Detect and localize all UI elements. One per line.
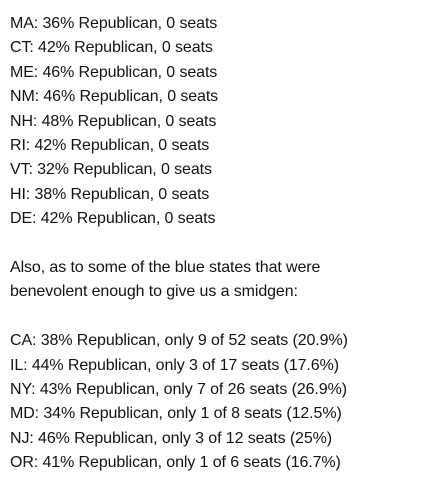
state-line-nh: NH: 48% Republican, 0 seats <box>10 112 217 130</box>
post-body: MA: 36% Republican, 0 seats CT: 42% Repu… <box>10 15 421 472</box>
state-line-il: IL: 44% Republican, only 3 of 17 seats (… <box>10 356 339 374</box>
state-line-ri: RI: 42% Republican, 0 seats <box>10 137 210 155</box>
state-line-me: ME: 46% Republican, 0 seats <box>10 63 218 81</box>
state-line-ny: NY: 43% Republican, only 7 of 26 seats (… <box>10 381 347 399</box>
state-line-nj: NJ: 46% Republican, only 3 of 12 seats (… <box>10 429 332 447</box>
state-line-md: MD: 34% Republican, only 1 of 8 seats (1… <box>10 405 342 423</box>
state-line-ma: MA: 36% Republican, 0 seats <box>10 15 218 32</box>
paragraph-gap <box>10 232 421 256</box>
state-line-ca: CA: 38% Republican, only 9 of 52 seats (… <box>10 332 348 350</box>
state-line-ct: CT: 42% Republican, 0 seats <box>10 39 213 57</box>
intro-text-line-1: Also, as to some of the blue states that… <box>10 259 321 277</box>
intro-text-line-2: benevolent enough to give us a smidgen: <box>10 283 298 301</box>
state-line-or: OR: 41% Republican, only 1 of 6 seats (1… <box>10 454 341 472</box>
state-line-hi: HI: 38% Republican, 0 seats <box>10 185 210 203</box>
state-line-nm: NM: 46% Republican, 0 seats <box>10 88 219 106</box>
paragraph-gap <box>10 305 421 329</box>
state-line-de: DE: 42% Republican, 0 seats <box>10 210 216 228</box>
state-line-vt: VT: 32% Republican, 0 seats <box>10 161 212 179</box>
